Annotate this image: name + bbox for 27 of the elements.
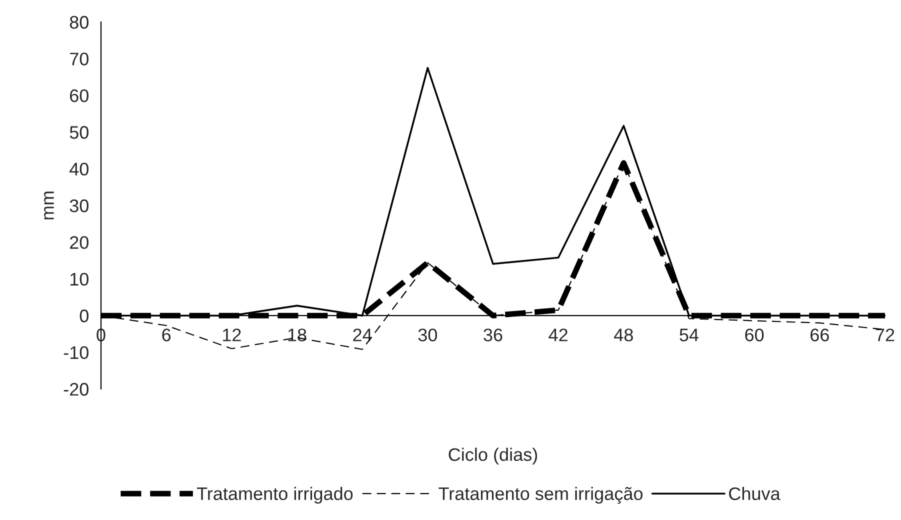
y-tick-label: 40 bbox=[70, 162, 88, 176]
x-tick-label: 6 bbox=[162, 328, 171, 342]
y-tick-label: 0 bbox=[80, 310, 88, 322]
x-tick-label: 48 bbox=[614, 328, 633, 342]
y-tick-label: -10 bbox=[64, 346, 88, 360]
x-tick-label: 36 bbox=[484, 328, 502, 342]
x-tick-label: 24 bbox=[353, 328, 372, 342]
x-tick-label: 12 bbox=[223, 328, 241, 342]
y-tick-label: 10 bbox=[70, 272, 88, 286]
y-tick-label: 30 bbox=[70, 199, 88, 212]
y-tick-label: 70 bbox=[70, 52, 88, 66]
y-tick-label: 20 bbox=[70, 236, 88, 249]
x-axis-title: Ciclo (dias) bbox=[448, 448, 538, 465]
x-tick-label: 18 bbox=[288, 328, 306, 342]
y-tick-label: -20 bbox=[64, 382, 88, 396]
x-tick-label: 54 bbox=[680, 328, 699, 342]
legend-label: Tratamento sem irrigação bbox=[438, 486, 643, 504]
x-tick-label: 42 bbox=[548, 328, 568, 342]
x-tick-label: 66 bbox=[810, 328, 829, 342]
y-axis-title: mm bbox=[44, 192, 54, 220]
x-tick-label: 30 bbox=[418, 328, 438, 342]
x-tick-label: 60 bbox=[745, 328, 764, 342]
legend-label: Chuva bbox=[729, 486, 780, 500]
y-tick-label: 60 bbox=[70, 89, 88, 102]
y-tick-label: 80 bbox=[70, 16, 88, 29]
legend-label: Tratamento irrigado bbox=[196, 486, 353, 504]
y-tick-label: 50 bbox=[70, 126, 88, 139]
